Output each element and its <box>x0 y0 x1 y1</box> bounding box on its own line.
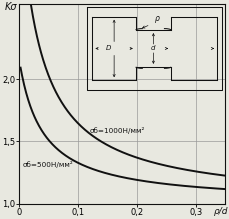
Text: ρ: ρ <box>154 14 159 23</box>
Text: σб=500Н/мм²: σб=500Н/мм² <box>22 161 73 168</box>
Text: Kσ: Kσ <box>5 2 17 12</box>
Text: d: d <box>150 46 155 51</box>
Text: ρ/d: ρ/d <box>213 207 227 217</box>
Text: D: D <box>105 46 110 51</box>
Text: σб=1000Н/мм²: σб=1000Н/мм² <box>90 127 145 134</box>
